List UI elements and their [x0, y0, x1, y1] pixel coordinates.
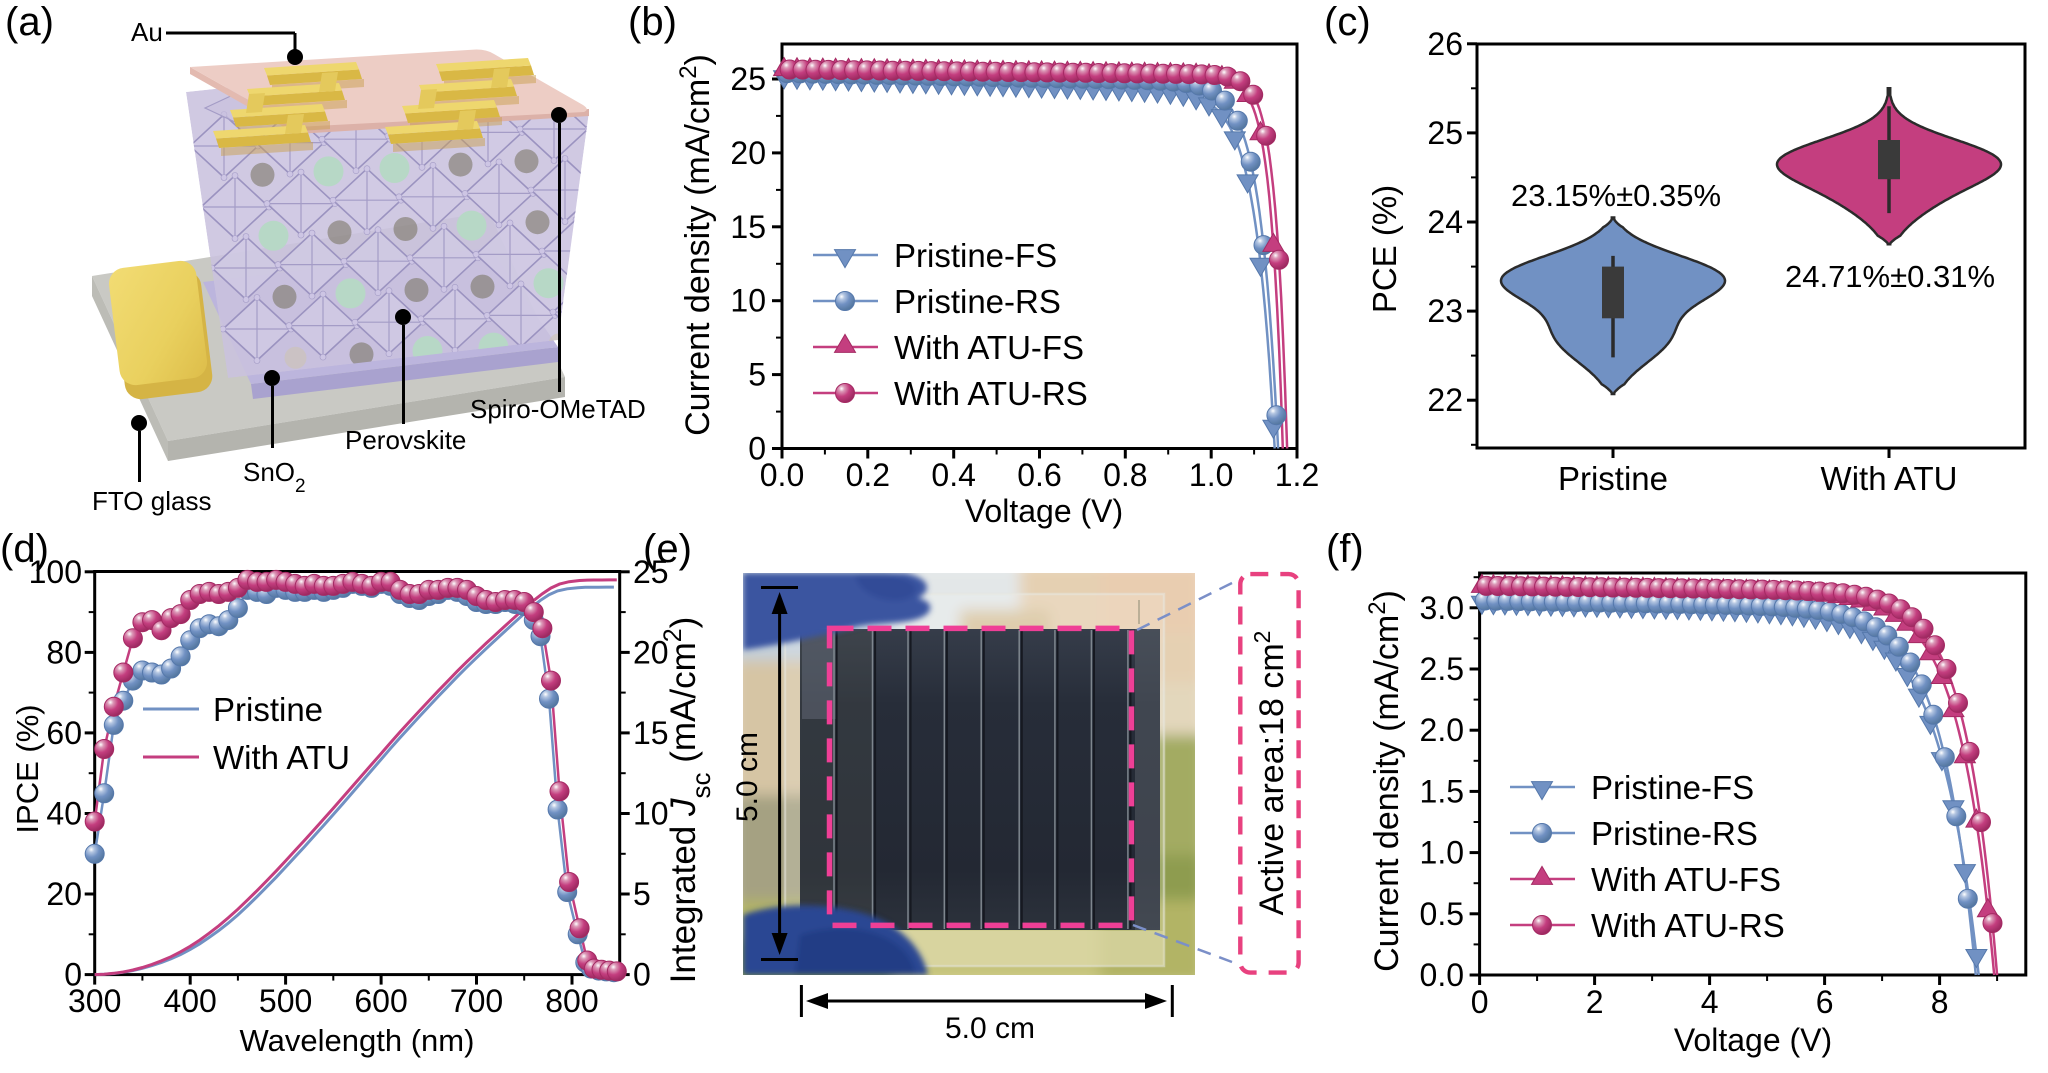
svg-text:Pristine-FS: Pristine-FS — [1591, 769, 1754, 806]
svg-text:0.0: 0.0 — [1420, 957, 1464, 993]
svg-text:22: 22 — [1427, 382, 1463, 418]
svg-text:With ATU-RS: With ATU-RS — [1591, 907, 1785, 944]
svg-text:100: 100 — [29, 554, 82, 590]
svg-text:25: 25 — [730, 61, 766, 97]
svg-text:20: 20 — [633, 634, 669, 670]
svg-text:Voltage (V): Voltage (V) — [965, 493, 1123, 529]
svg-text:2: 2 — [1586, 984, 1604, 1020]
svg-text:Current density (mA/cm2): Current density (mA/cm2) — [1364, 590, 1407, 972]
svg-text:0.4: 0.4 — [931, 457, 975, 493]
svg-text:800: 800 — [545, 983, 598, 1019]
svg-text:300: 300 — [68, 983, 121, 1019]
svg-text:0: 0 — [633, 957, 651, 993]
svg-text:3.0: 3.0 — [1420, 590, 1464, 626]
svg-text:5: 5 — [748, 357, 766, 393]
svg-text:1.0: 1.0 — [1189, 457, 1233, 493]
svg-text:10: 10 — [730, 283, 766, 319]
svg-text:Pristine-RS: Pristine-RS — [894, 283, 1061, 320]
svg-text:Spiro-OMeTAD: Spiro-OMeTAD — [470, 394, 646, 424]
svg-text:5.0 cm: 5.0 cm — [731, 732, 764, 822]
svg-text:600: 600 — [354, 983, 407, 1019]
svg-text:(e): (e) — [643, 527, 692, 571]
svg-text:(d): (d) — [0, 527, 49, 571]
svg-text:(f): (f) — [1326, 527, 1364, 571]
svg-text:0: 0 — [64, 957, 82, 993]
svg-text:25: 25 — [1427, 115, 1463, 151]
svg-text:80: 80 — [46, 634, 82, 670]
svg-text:0.5: 0.5 — [1420, 896, 1464, 932]
svg-text:1.5: 1.5 — [1420, 773, 1464, 809]
svg-text:Pristine: Pristine — [213, 691, 323, 728]
svg-text:With ATU-FS: With ATU-FS — [894, 329, 1084, 366]
svg-text:40: 40 — [46, 795, 82, 831]
svg-text:1.2: 1.2 — [1275, 457, 1319, 493]
svg-text:Pristine: Pristine — [1558, 460, 1668, 497]
svg-text:6: 6 — [1816, 984, 1834, 1020]
svg-text:(c): (c) — [1324, 0, 1371, 44]
svg-text:24: 24 — [1427, 204, 1463, 240]
svg-text:IPCE (%): IPCE (%) — [10, 704, 45, 833]
svg-text:0: 0 — [1471, 984, 1489, 1020]
svg-text:Au: Au — [131, 17, 163, 47]
svg-text:60: 60 — [46, 715, 82, 751]
svg-text:1.0: 1.0 — [1420, 835, 1464, 871]
svg-text:23: 23 — [1427, 293, 1463, 329]
svg-text:0: 0 — [748, 431, 766, 467]
svg-text:With ATU-RS: With ATU-RS — [894, 375, 1088, 412]
svg-text:Voltage (V): Voltage (V) — [1674, 1022, 1832, 1058]
svg-text:FTO glass: FTO glass — [92, 486, 211, 516]
svg-text:500: 500 — [259, 983, 312, 1019]
svg-text:(b): (b) — [628, 0, 677, 44]
svg-text:0.0: 0.0 — [760, 457, 804, 493]
svg-text:15: 15 — [633, 715, 669, 751]
svg-text:Perovskite: Perovskite — [345, 425, 466, 455]
svg-text:700: 700 — [450, 983, 503, 1019]
svg-text:With ATU: With ATU — [213, 739, 350, 776]
svg-text:Wavelength (nm): Wavelength (nm) — [240, 1023, 475, 1058]
svg-text:4: 4 — [1701, 984, 1719, 1020]
svg-text:10: 10 — [633, 795, 669, 831]
svg-text:8: 8 — [1931, 984, 1949, 1020]
svg-text:20: 20 — [730, 135, 766, 171]
svg-text:With ATU-FS: With ATU-FS — [1591, 861, 1781, 898]
svg-text:5: 5 — [633, 876, 651, 912]
svg-text:2.0: 2.0 — [1420, 712, 1464, 748]
svg-text:15: 15 — [730, 209, 766, 245]
svg-text:2.5: 2.5 — [1420, 651, 1464, 687]
svg-text:Pristine-FS: Pristine-FS — [894, 237, 1057, 274]
svg-text:0.2: 0.2 — [846, 457, 890, 493]
svg-text:PCE (%): PCE (%) — [1366, 185, 1403, 313]
svg-text:Active area:18 cm2: Active area:18 cm2 — [1249, 631, 1291, 916]
svg-text:20: 20 — [46, 876, 82, 912]
svg-text:0.8: 0.8 — [1103, 457, 1147, 493]
svg-text:23.15%±0.35%: 23.15%±0.35% — [1511, 178, 1721, 213]
svg-text:26: 26 — [1427, 26, 1463, 62]
svg-text:Pristine-RS: Pristine-RS — [1591, 815, 1758, 852]
svg-text:400: 400 — [163, 983, 216, 1019]
svg-text:25: 25 — [633, 554, 669, 590]
svg-text:5.0 cm: 5.0 cm — [945, 1012, 1035, 1045]
svg-text:0.6: 0.6 — [1017, 457, 1061, 493]
svg-text:(a): (a) — [5, 0, 54, 44]
svg-text:Current density (mA/cm2): Current density (mA/cm2) — [675, 54, 718, 436]
svg-text:With ATU: With ATU — [1821, 460, 1958, 497]
svg-text:24.71%±0.31%: 24.71%±0.31% — [1785, 259, 1995, 294]
